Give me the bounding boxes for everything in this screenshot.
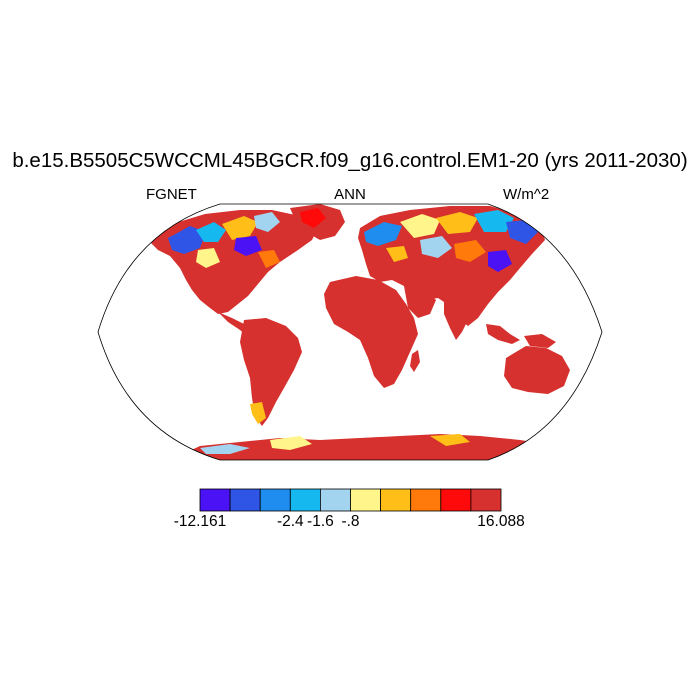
- india: [444, 300, 470, 340]
- australia: [504, 346, 570, 394]
- colorbar-tick-label: -1.6: [307, 513, 334, 530]
- colorbar-swatch: [410, 488, 442, 512]
- colorbar-swatch: [229, 488, 261, 512]
- new-guinea: [524, 334, 556, 348]
- colorbar-tick-label: 16.088: [477, 513, 525, 530]
- colorbar-swatch: [289, 488, 321, 512]
- high-latitude-patches: [168, 208, 538, 454]
- variable-label: FGNET: [146, 186, 197, 203]
- maritime-asia: [486, 324, 520, 344]
- south-america: [240, 318, 302, 426]
- colorbar-swatch: [350, 488, 382, 512]
- colorbar-tick-label: -.8: [341, 513, 360, 530]
- new-zealand: [578, 384, 588, 404]
- colorbar-tick-label: -12.161: [173, 513, 227, 530]
- plot-title: b.e15.B5505C5WCCML45BGCR.f09_g16.control…: [12, 149, 688, 172]
- madagascar: [410, 350, 420, 372]
- africa: [324, 276, 418, 388]
- arabia: [404, 286, 436, 318]
- colorbar-swatch: [380, 488, 412, 512]
- colorbar-tick-label: -2.4: [276, 513, 304, 530]
- globe-outline: [97, 203, 603, 461]
- season-label: ANN: [334, 186, 366, 203]
- land-areas: [150, 204, 600, 460]
- colorbar: [199, 488, 502, 512]
- colorbar-swatch: [470, 488, 502, 512]
- colorbar-swatch: [199, 488, 231, 512]
- colorbar-swatch: [319, 488, 351, 512]
- eurasia: [358, 206, 545, 326]
- units-label: W/m^2: [503, 186, 550, 203]
- colorbar-swatch: [259, 488, 291, 512]
- colorbar-swatch: [440, 488, 472, 512]
